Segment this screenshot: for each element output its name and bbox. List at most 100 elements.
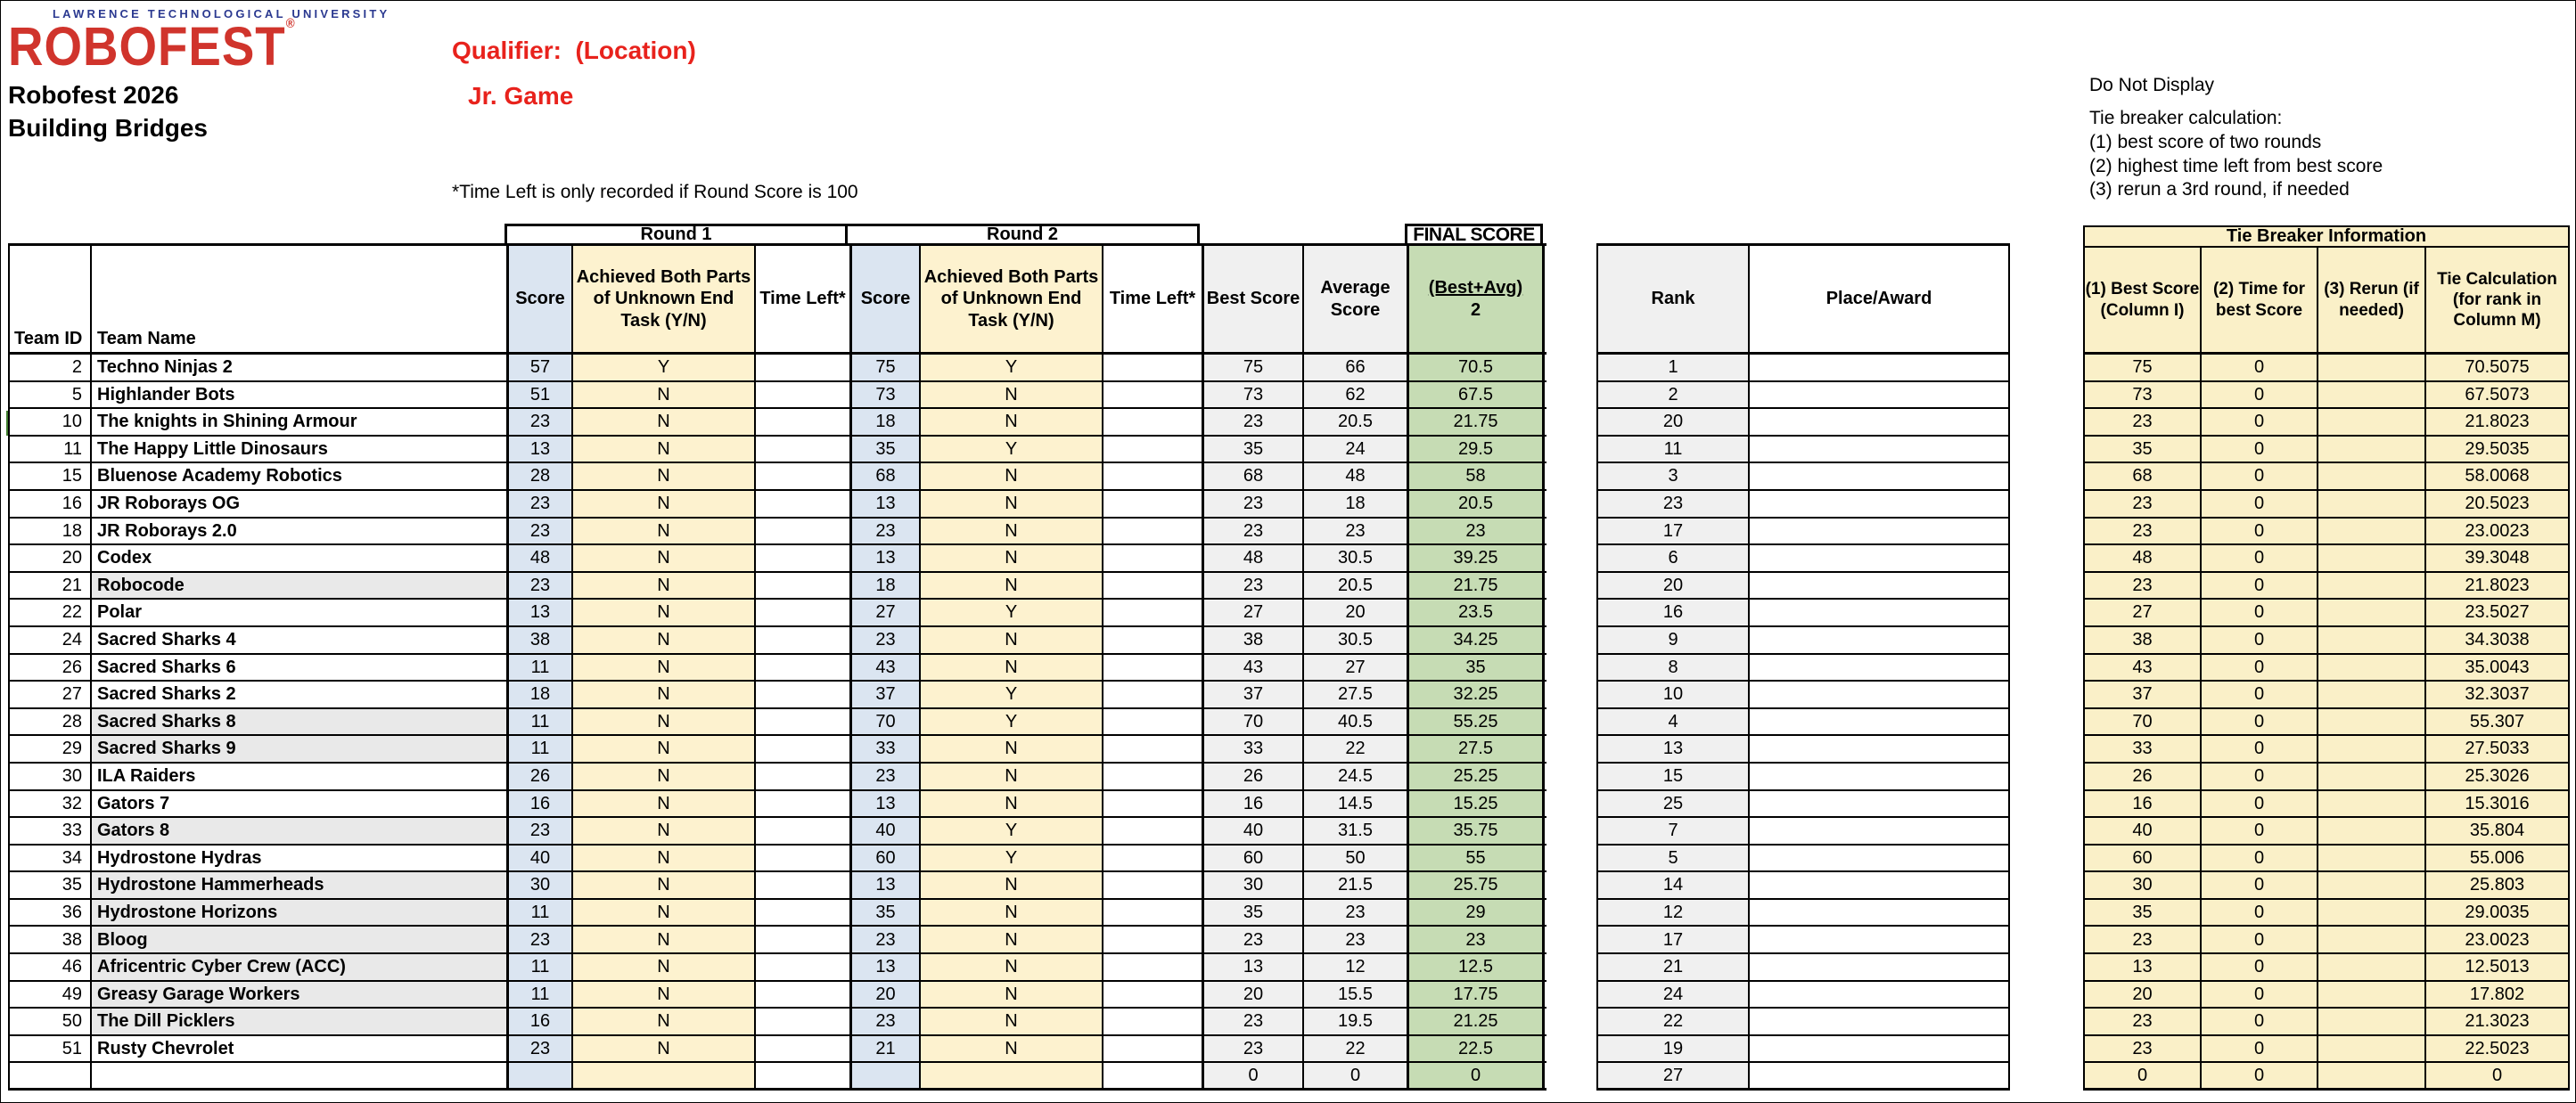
- cell-round1-score[interactable]: 57: [506, 355, 573, 380]
- cell-round2-time-left[interactable]: [1103, 655, 1202, 681]
- cell-team-name[interactable]: The knights in Shining Armour: [97, 412, 357, 432]
- cell-best-score[interactable]: 60: [1202, 845, 1304, 871]
- cell-round1-achieved[interactable]: N: [573, 763, 756, 789]
- cell-tb-time[interactable]: 0: [2202, 490, 2318, 517]
- cell-tb-best-score[interactable]: 23: [2085, 572, 2202, 599]
- cell-best-score[interactable]: 27: [1202, 600, 1304, 625]
- cell-tb-time[interactable]: 0: [2202, 409, 2318, 435]
- cell-average-score[interactable]: 30.5: [1304, 626, 1407, 653]
- cell-round2-score[interactable]: [849, 1063, 921, 1089]
- cell-final-score[interactable]: 25.75: [1407, 872, 1545, 898]
- cell-team-name[interactable]: Sacred Sharks 2: [97, 684, 236, 705]
- cell-round2-score[interactable]: 68: [849, 463, 921, 489]
- cell-rank[interactable]: 3: [1598, 463, 1750, 489]
- cell-round2-time-left[interactable]: [1103, 736, 1202, 762]
- cell-place-award[interactable]: [1750, 355, 2008, 380]
- cell-team-id[interactable]: 38: [10, 927, 92, 953]
- cell-round1-score[interactable]: 18: [506, 682, 573, 707]
- cell-tb-calculation[interactable]: 34.3038: [2426, 626, 2568, 653]
- cell-average-score[interactable]: 14.5: [1304, 790, 1407, 817]
- cell-round2-achieved[interactable]: N: [921, 490, 1103, 517]
- cell-round2-achieved[interactable]: N: [921, 518, 1103, 544]
- cell-rank[interactable]: 15: [1598, 763, 1750, 789]
- cell-round2-time-left[interactable]: [1103, 409, 1202, 435]
- cell-round1-score[interactable]: 23: [506, 409, 573, 435]
- cell-round1-achieved[interactable]: N: [573, 518, 756, 544]
- cell-best-score[interactable]: 73: [1202, 381, 1304, 408]
- cell-team-name[interactable]: Gators 7: [97, 793, 170, 813]
- cell-tb-rerun[interactable]: [2318, 518, 2426, 544]
- cell-round1-time-left[interactable]: [756, 872, 849, 898]
- cell-team-name[interactable]: The Dill Picklers: [92, 1009, 506, 1034]
- cell-tb-best-score[interactable]: 37: [2085, 682, 2202, 707]
- cell-rank[interactable]: 17: [1598, 927, 1750, 953]
- cell-final-score[interactable]: 21.75: [1407, 572, 1545, 599]
- cell-team-id[interactable]: 30: [10, 763, 92, 789]
- cell-tb-best-score[interactable]: 48: [2085, 545, 2202, 571]
- cell-average-score[interactable]: 24: [1304, 436, 1407, 462]
- cell-tb-rerun[interactable]: [2318, 927, 2426, 953]
- cell-place-award[interactable]: [1750, 954, 2008, 980]
- cell-round1-time-left[interactable]: [756, 1009, 849, 1034]
- cell-round1-score[interactable]: 40: [506, 845, 573, 871]
- cell-best-score[interactable]: 30: [1202, 872, 1304, 898]
- cell-team-name[interactable]: JR Roborays 2.0: [97, 520, 237, 541]
- cell-round2-achieved[interactable]: N: [921, 463, 1103, 489]
- cell-team-id[interactable]: 29: [10, 736, 92, 762]
- cell-tb-calculation[interactable]: 15.3016: [2426, 790, 2568, 817]
- cell-tb-rerun[interactable]: [2318, 381, 2426, 408]
- cell-tb-rerun[interactable]: [2318, 872, 2426, 898]
- cell-tb-rerun[interactable]: [2318, 626, 2426, 653]
- cell-round1-achieved[interactable]: N: [573, 1009, 756, 1034]
- cell-round1-achieved[interactable]: N: [573, 708, 756, 735]
- cell-round1-time-left[interactable]: [756, 982, 849, 1008]
- cell-team-name[interactable]: Sacred Sharks 4: [97, 630, 236, 650]
- cell-tb-rerun[interactable]: [2318, 463, 2426, 489]
- cell-round2-achieved[interactable]: Y: [921, 436, 1103, 462]
- cell-round1-score[interactable]: 30: [506, 872, 573, 898]
- cell-round2-score[interactable]: 40: [849, 818, 921, 844]
- cell-team-name[interactable]: Sacred Sharks 8: [92, 708, 506, 735]
- cell-final-score[interactable]: 39.25: [1407, 545, 1545, 571]
- cell-tb-time[interactable]: 0: [2202, 436, 2318, 462]
- cell-round2-achieved[interactable]: N: [921, 545, 1103, 571]
- cell-round1-score[interactable]: 11: [506, 708, 573, 735]
- cell-team-id[interactable]: 46: [10, 954, 92, 980]
- cell-best-score[interactable]: 23: [1202, 927, 1304, 953]
- cell-tb-rerun[interactable]: [2318, 1009, 2426, 1034]
- cell-tb-rerun[interactable]: [2318, 954, 2426, 980]
- cell-tb-time[interactable]: 0: [2202, 1009, 2318, 1034]
- cell-round2-achieved[interactable]: N: [921, 954, 1103, 980]
- cell-round1-achieved[interactable]: N: [573, 845, 756, 871]
- cell-round1-achieved[interactable]: N: [573, 463, 756, 489]
- cell-average-score[interactable]: 30.5: [1304, 545, 1407, 571]
- cell-tb-calculation[interactable]: 0: [2426, 1063, 2568, 1089]
- cell-team-name[interactable]: Bluenose Academy Robotics: [97, 466, 342, 486]
- cell-rank[interactable]: 23: [1598, 490, 1750, 517]
- cell-best-score[interactable]: 35: [1202, 899, 1304, 926]
- cell-place-award[interactable]: [1750, 572, 2008, 599]
- cell-best-score[interactable]: 33: [1202, 736, 1304, 762]
- cell-round1-score[interactable]: 26: [506, 763, 573, 789]
- cell-round1-score[interactable]: 16: [506, 1009, 573, 1034]
- cell-final-score[interactable]: 22.5: [1407, 1035, 1545, 1062]
- cell-round1-achieved[interactable]: N: [573, 682, 756, 707]
- cell-round1-score[interactable]: 38: [506, 626, 573, 653]
- cell-tb-rerun[interactable]: [2318, 572, 2426, 599]
- cell-round1-time-left[interactable]: [756, 573, 849, 599]
- cell-team-name[interactable]: Africentric Cyber Crew (ACC): [92, 954, 506, 980]
- cell-round1-achieved[interactable]: N: [573, 654, 756, 681]
- cell-round1-achieved[interactable]: N: [573, 409, 756, 435]
- cell-final-score[interactable]: 55.25: [1407, 708, 1545, 735]
- cell-tb-rerun[interactable]: [2318, 708, 2426, 735]
- cell-tb-time[interactable]: 0: [2202, 1035, 2318, 1062]
- cell-place-award[interactable]: [1750, 626, 2008, 653]
- cell-best-score[interactable]: 38: [1202, 626, 1304, 653]
- cell-place-award[interactable]: [1750, 899, 2008, 926]
- cell-tb-time[interactable]: 0: [2202, 981, 2318, 1008]
- cell-best-score[interactable]: 40: [1202, 818, 1304, 844]
- cell-place-award[interactable]: [1750, 381, 2008, 408]
- cell-round2-score[interactable]: 70: [849, 708, 921, 735]
- cell-round2-achieved[interactable]: N: [921, 736, 1103, 762]
- cell-final-score[interactable]: 21.25: [1407, 1009, 1545, 1034]
